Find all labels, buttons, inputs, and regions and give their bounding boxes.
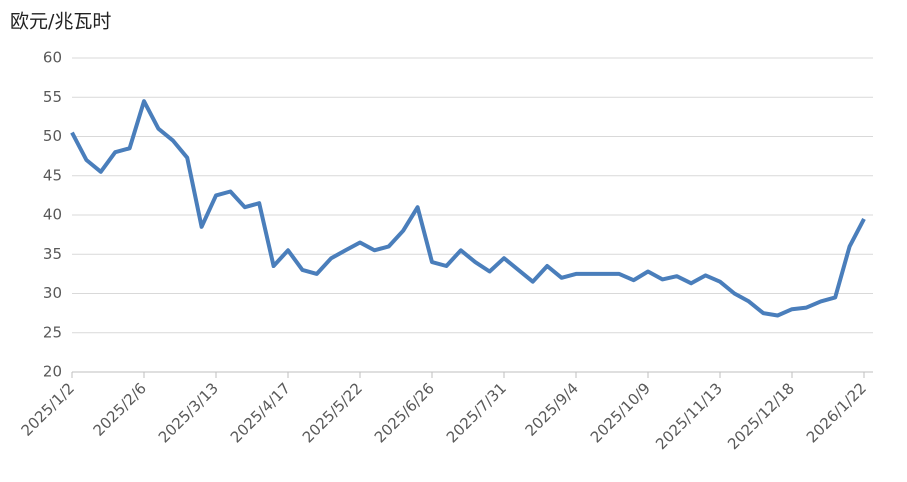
x-tick-label: 2025/2/6 bbox=[90, 379, 150, 439]
y-tick-label: 25 bbox=[43, 323, 62, 341]
x-tick-label: 2025/4/17 bbox=[227, 379, 294, 446]
y-tick-label: 40 bbox=[43, 206, 62, 224]
y-tick-label: 60 bbox=[43, 49, 62, 67]
y-tick-label: 30 bbox=[43, 284, 62, 302]
x-tick-label: 2025/6/26 bbox=[371, 379, 438, 446]
x-tick-label: 2026/1/22 bbox=[803, 379, 870, 446]
y-tick-label: 50 bbox=[43, 127, 62, 145]
chart-title: 欧元/兆瓦时 bbox=[10, 11, 111, 33]
x-tick-label: 2025/10/9 bbox=[587, 379, 654, 446]
y-tick-label: 20 bbox=[43, 363, 62, 381]
line-series bbox=[70, 99, 866, 318]
x-tick-label: 2025/7/31 bbox=[443, 379, 510, 446]
y-tick-label: 55 bbox=[43, 88, 62, 106]
y-tick-label: 45 bbox=[43, 166, 62, 184]
x-tick-label: 2025/9/4 bbox=[522, 379, 582, 439]
x-tick-label: 2025/11/13 bbox=[652, 379, 726, 453]
x-tick-label: 2025/5/22 bbox=[299, 379, 366, 446]
x-tick-label: 2025/3/13 bbox=[155, 379, 222, 446]
x-tick-label: 2025/12/18 bbox=[724, 379, 798, 453]
y-tick-label: 35 bbox=[43, 245, 62, 263]
x-tick-label: 2025/1/2 bbox=[18, 379, 78, 439]
